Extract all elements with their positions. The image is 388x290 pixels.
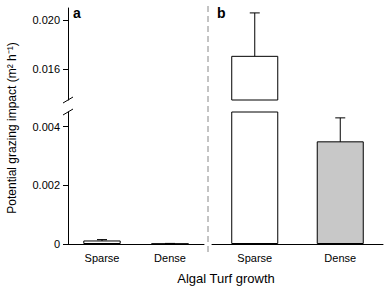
svg-text:Algal Turf growth: Algal Turf growth xyxy=(177,271,275,286)
svg-text:0.004: 0.004 xyxy=(32,121,60,133)
svg-text:Potential grazing impact (m² h: Potential grazing impact (m² h⁻¹) xyxy=(5,42,19,213)
svg-text:0.002: 0.002 xyxy=(32,179,60,191)
svg-text:Dense: Dense xyxy=(324,252,356,264)
svg-text:Sparse: Sparse xyxy=(237,252,272,264)
svg-text:b: b xyxy=(217,5,226,21)
svg-text:0.016: 0.016 xyxy=(32,63,60,75)
svg-text:Sparse: Sparse xyxy=(85,252,120,264)
svg-text:Dense: Dense xyxy=(154,252,186,264)
svg-text:0: 0 xyxy=(54,238,60,250)
svg-text:0.020: 0.020 xyxy=(32,14,60,26)
svg-text:a: a xyxy=(73,5,81,21)
